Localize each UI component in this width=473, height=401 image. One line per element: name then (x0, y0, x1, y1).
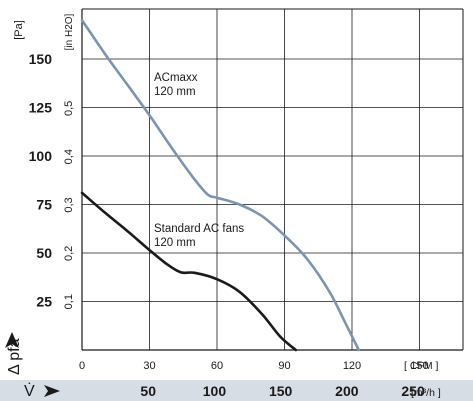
series-label-acmaxx: ACmaxx (154, 72, 198, 84)
x-tick-label-cfm: 120 (343, 360, 361, 372)
x-tick-label-m3h: 250 (401, 383, 425, 399)
x-unit-cfm: [ CFM ] (404, 360, 438, 372)
y-tick-label-pa: 125 (29, 100, 53, 116)
y-tick-label-pa: 50 (36, 245, 52, 261)
x-axis-symbol: V̇ (24, 382, 35, 400)
y-tick-label-inh2o: 0,3 (63, 197, 75, 212)
x-axis-arrow-icon (44, 385, 60, 397)
y-unit-inh2o: [in H2O] (64, 13, 75, 50)
y-tick-label-pa: 75 (36, 197, 52, 213)
series-label-standard-ac: Standard AC fans (154, 223, 244, 235)
x-tick-label-cfm: 30 (143, 360, 155, 372)
y-unit-pa: [Pa] (13, 20, 25, 40)
x-tick-label-m3h: 200 (335, 383, 359, 399)
series-line-standard-ac (80, 191, 298, 352)
y-tick-label-inh2o: 0,1 (63, 294, 75, 309)
x-tick-label-m3h: 150 (269, 383, 293, 399)
series-label-standard-ac: 120 mm (154, 237, 196, 249)
y-tick-label-inh2o: 0,2 (63, 246, 75, 261)
y-axis-arrow-icon (5, 332, 19, 348)
x-tick-label-m3h: 100 (203, 383, 227, 399)
x-unit-m3h: [m³/h ] (411, 387, 441, 399)
series-group (80, 18, 361, 352)
y-tick-label-pa: 100 (29, 148, 53, 164)
series-label-acmaxx: 120 mm (154, 86, 196, 98)
plot-frame (81, 8, 464, 351)
x-tick-label-cfm: 150 (410, 360, 428, 372)
y-tick-label-inh2o: 0,5 (63, 101, 75, 116)
x-tick-label-cfm: 90 (278, 360, 290, 372)
series-line-acmaxx (80, 18, 361, 352)
grid (82, 9, 463, 350)
labels: ACmaxx 120 mm Standard AC fans 120 mm 25 50 75… (5, 13, 441, 400)
y-tick-label-pa: 150 (29, 51, 53, 67)
y-axis-symbol: Δ pfa (6, 338, 23, 375)
x-tick-label-cfm: 0 (79, 360, 85, 372)
x-tick-label-m3h: 50 (140, 383, 156, 399)
y-tick-label-pa: 25 (36, 294, 52, 310)
x-tick-label-cfm: 60 (211, 360, 223, 372)
y-tick-label-inh2o: 0,4 (63, 149, 75, 164)
flow-axis-band (0, 380, 473, 401)
